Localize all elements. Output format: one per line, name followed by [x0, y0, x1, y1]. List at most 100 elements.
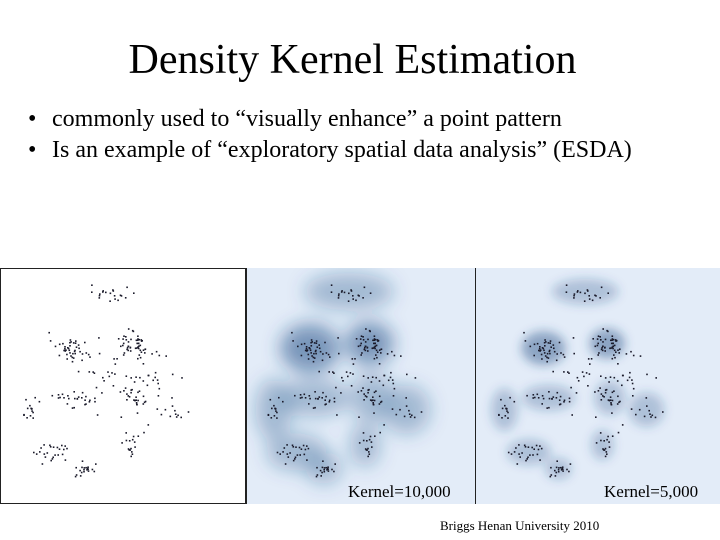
point-marker [608, 399, 611, 402]
point-marker [617, 431, 620, 434]
point-marker [130, 455, 132, 458]
point-marker [309, 397, 311, 400]
point-marker [357, 391, 359, 393]
point-marker [617, 349, 619, 351]
point-marker [363, 393, 365, 395]
point-marker [364, 448, 367, 450]
point-marker [572, 337, 575, 339]
point-marker [583, 300, 586, 302]
point-marker [273, 404, 275, 407]
point-marker [80, 471, 83, 474]
point-marker [374, 338, 377, 341]
point-marker [103, 380, 105, 382]
point-marker [373, 357, 376, 360]
point-marker [594, 345, 597, 348]
point-marker [536, 453, 539, 456]
point-marker [122, 354, 125, 356]
point-marker [169, 415, 172, 418]
point-marker [302, 444, 305, 447]
point-marker [391, 379, 394, 381]
point-marker [359, 338, 362, 340]
point-marker [518, 453, 520, 455]
point-marker [93, 372, 96, 374]
point-marker [524, 446, 527, 448]
point-marker [604, 350, 606, 352]
point-marker [308, 395, 311, 397]
point-marker [632, 387, 635, 390]
point-marker [125, 432, 127, 434]
point-marker [73, 406, 75, 409]
point-marker [316, 466, 318, 469]
point-marker [600, 348, 603, 351]
point-marker [66, 403, 69, 405]
point-marker [549, 352, 551, 355]
point-marker [330, 291, 333, 293]
point-marker [510, 453, 513, 455]
point-marker [364, 345, 367, 348]
point-marker [391, 408, 394, 410]
point-marker [335, 386, 337, 389]
point-marker [57, 454, 59, 456]
point-marker [374, 435, 376, 437]
point-marker [91, 284, 93, 286]
point-marker [31, 407, 33, 410]
bullet-item: • commonly used to “visually enhance” a … [28, 104, 708, 135]
point-marker [650, 416, 652, 418]
point-marker [125, 339, 128, 341]
point-marker [612, 342, 614, 345]
point-marker [310, 345, 313, 347]
point-marker [358, 442, 361, 444]
point-marker [599, 387, 601, 389]
point-marker [318, 344, 320, 346]
density-surface [255, 273, 431, 484]
point-marker [49, 340, 52, 342]
point-marker [600, 339, 602, 341]
point-marker [619, 400, 621, 403]
point-marker [75, 346, 78, 348]
point-marker [352, 298, 354, 300]
point-marker [79, 475, 82, 477]
point-marker [611, 399, 614, 402]
point-marker [594, 294, 596, 297]
point-marker [367, 389, 369, 391]
point-marker [325, 352, 328, 354]
point-marker [331, 468, 333, 471]
point-marker [112, 289, 114, 291]
point-marker [513, 451, 516, 453]
density-blob [345, 322, 394, 365]
point-marker [601, 349, 604, 352]
point-marker [109, 292, 112, 295]
point-marker [286, 453, 289, 455]
point-marker [64, 459, 67, 461]
point-marker [521, 452, 523, 454]
point-marker [378, 380, 381, 382]
point-marker [299, 454, 301, 456]
point-marker [171, 397, 173, 399]
point-marker [392, 395, 395, 397]
point-marker [41, 463, 44, 465]
point-marker [137, 342, 140, 345]
point-marker [76, 397, 79, 400]
point-marker [131, 329, 134, 332]
point-marker [621, 424, 624, 426]
point-marker [132, 435, 135, 438]
point-marker [539, 445, 541, 447]
point-marker [562, 353, 565, 356]
point-marker [411, 414, 413, 417]
point-marker [526, 394, 528, 397]
point-marker [81, 466, 83, 469]
point-marker [135, 347, 138, 349]
point-marker [368, 329, 371, 332]
point-marker [102, 376, 104, 379]
point-marker [608, 441, 610, 443]
point-marker [143, 401, 146, 404]
point-marker [81, 353, 84, 355]
point-marker [338, 352, 340, 355]
point-marker [383, 374, 385, 377]
point-marker [271, 407, 273, 410]
point-marker [108, 375, 111, 378]
point-marker [559, 403, 562, 405]
point-marker [376, 339, 379, 341]
point-marker [504, 415, 507, 417]
point-marker [382, 384, 385, 387]
